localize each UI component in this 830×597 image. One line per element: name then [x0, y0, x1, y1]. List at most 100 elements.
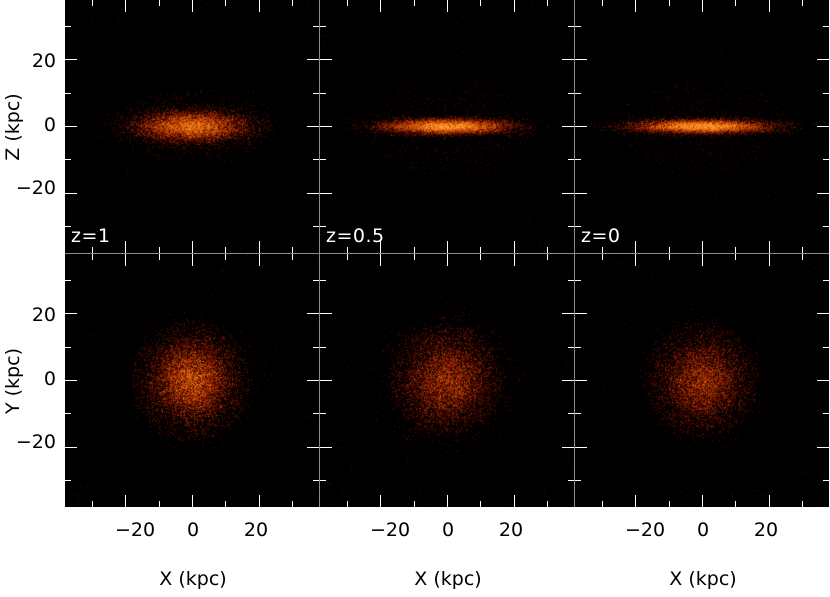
panel-edge-on-z1: z=1	[65, 0, 319, 253]
tick-mark	[823, 279, 829, 281]
x-tick-label: −20	[114, 519, 156, 541]
tick-mark	[225, 501, 227, 507]
tick-mark	[768, 0, 770, 12]
tick-mark	[125, 495, 127, 507]
x-tick-label: 20	[753, 519, 779, 541]
tick-mark	[601, 501, 603, 507]
panel-divider	[65, 253, 829, 254]
tick-mark	[65, 25, 71, 27]
tick-mark	[575, 446, 587, 448]
tick-mark	[575, 226, 581, 228]
tick-mark	[346, 247, 348, 253]
tick-mark	[562, 380, 574, 381]
y-tick-label: 20	[31, 304, 56, 326]
tick-mark	[568, 25, 574, 27]
tick-mark	[601, 0, 603, 6]
tick-mark	[568, 226, 574, 228]
tick-mark	[702, 495, 703, 507]
tick-mark	[575, 159, 581, 161]
tick-mark	[380, 254, 382, 266]
tick-mark	[225, 254, 227, 260]
y-tick-label: 0	[43, 368, 56, 390]
tick-mark	[65, 313, 77, 315]
tick-mark	[635, 254, 637, 266]
tick-mark	[817, 380, 829, 381]
tick-mark	[292, 0, 294, 6]
tick-mark	[313, 480, 319, 482]
tick-mark	[702, 254, 703, 266]
tick-mark	[313, 226, 319, 228]
tick-mark	[575, 380, 587, 381]
tick-mark	[258, 241, 260, 253]
tick-mark	[735, 254, 737, 260]
tick-mark	[91, 254, 93, 260]
tick-mark	[802, 501, 804, 507]
x-tick-label: −20	[624, 519, 666, 541]
tick-mark	[601, 247, 603, 253]
tick-mark	[413, 501, 415, 507]
tick-mark	[380, 0, 382, 12]
tick-mark	[635, 0, 637, 12]
tick-mark	[480, 254, 482, 260]
tick-mark	[125, 241, 127, 253]
tick-mark	[823, 413, 829, 415]
tick-mark	[307, 126, 319, 127]
x-tick-label: 0	[441, 519, 455, 541]
tick-mark	[513, 0, 515, 12]
tick-mark	[513, 495, 515, 507]
tick-mark	[307, 380, 319, 381]
tick-mark	[568, 346, 574, 348]
tick-mark	[480, 0, 482, 6]
x-axis-title: X (kpc)	[414, 568, 482, 590]
tick-mark	[320, 380, 332, 381]
tick-mark	[320, 126, 332, 127]
tick-mark	[568, 92, 574, 94]
tick-mark	[313, 92, 319, 94]
tick-mark	[735, 247, 737, 253]
tick-mark	[307, 446, 319, 448]
tick-mark	[65, 159, 71, 161]
tick-mark	[575, 92, 581, 94]
tick-mark	[307, 192, 319, 194]
tick-mark	[158, 254, 160, 260]
x-tick-label: 0	[186, 519, 200, 541]
y-axis-title: Z (kpc)	[2, 93, 24, 161]
tick-mark	[513, 254, 515, 266]
tick-mark	[562, 446, 574, 448]
tick-mark	[823, 92, 829, 94]
tick-mark	[292, 501, 294, 507]
y-tick-label: 20	[31, 50, 56, 72]
tick-mark	[65, 59, 77, 61]
y-axis-title: Y (kpc)	[2, 348, 24, 414]
tick-mark	[292, 247, 294, 253]
tick-mark	[447, 495, 448, 507]
panel-edge-on-z05: z=0.5	[320, 0, 574, 253]
tick-mark	[635, 495, 637, 507]
tick-mark	[320, 226, 326, 228]
tick-mark	[65, 446, 77, 448]
tick-mark	[568, 279, 574, 281]
tick-mark	[320, 313, 332, 315]
tick-mark	[547, 501, 549, 507]
x-axis-title: X (kpc)	[669, 568, 737, 590]
redshift-label: z=1	[71, 225, 111, 247]
tick-mark	[91, 501, 93, 507]
tick-mark	[292, 254, 294, 260]
tick-mark	[380, 241, 382, 253]
tick-mark	[91, 0, 93, 6]
tick-mark	[702, 241, 703, 253]
particle-image	[575, 0, 829, 253]
tick-mark	[575, 480, 581, 482]
tick-mark	[480, 501, 482, 507]
tick-mark	[320, 92, 326, 94]
tick-mark	[320, 159, 326, 161]
panel-face-on-z0	[575, 254, 829, 507]
x-tick-label: 20	[498, 519, 524, 541]
tick-mark	[668, 501, 670, 507]
tick-mark	[320, 480, 326, 482]
tick-mark	[823, 226, 829, 228]
tick-mark	[65, 279, 71, 281]
tick-mark	[125, 254, 127, 266]
tick-mark	[817, 59, 829, 61]
